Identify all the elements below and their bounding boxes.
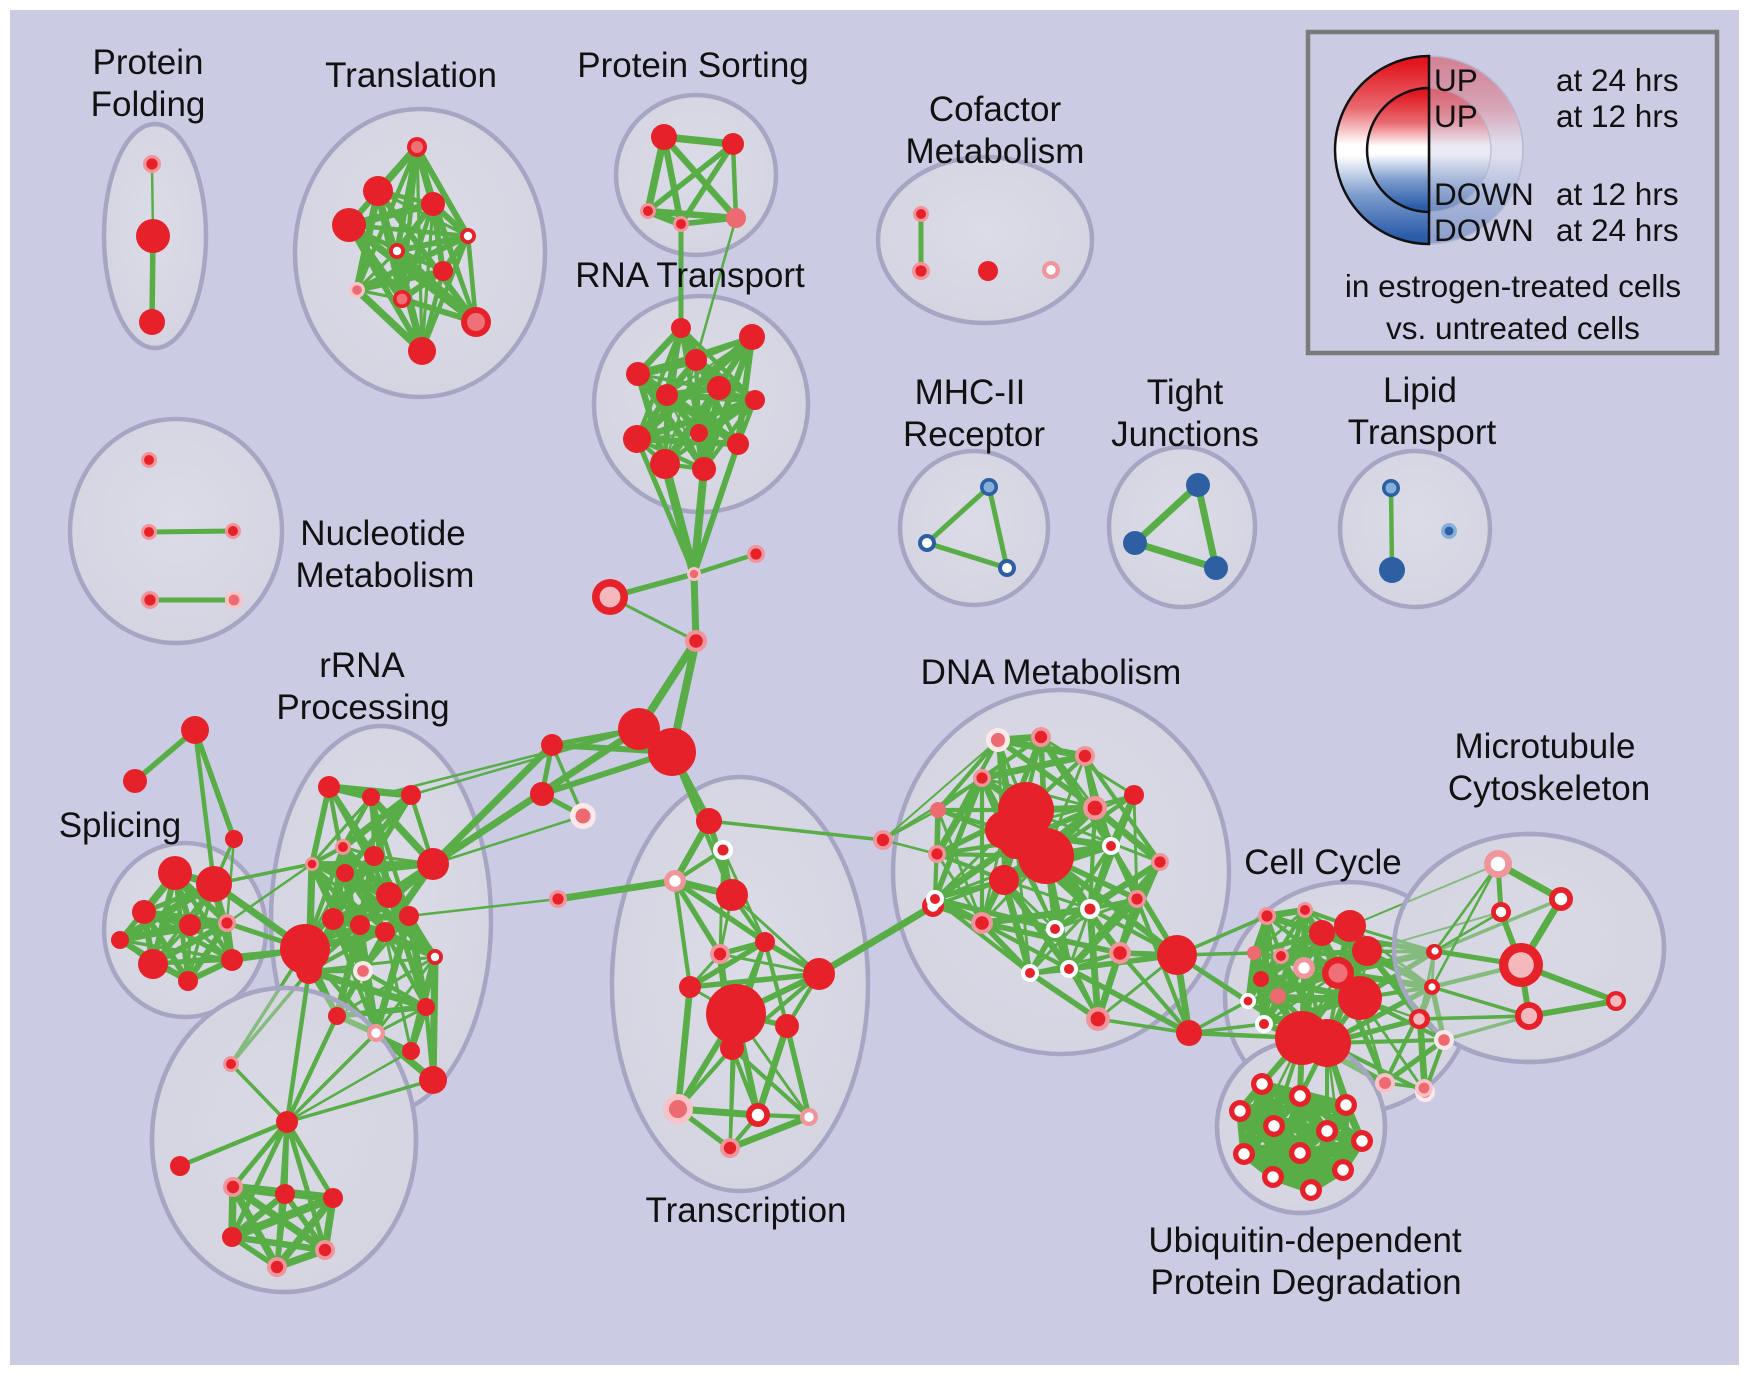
svg-text:DOWN: DOWN [1434, 212, 1534, 248]
svg-text:rRNA: rRNA [319, 646, 405, 685]
svg-text:UP: UP [1434, 62, 1478, 98]
svg-text:Cytoskeleton: Cytoskeleton [1448, 769, 1650, 808]
svg-text:Cell Cycle: Cell Cycle [1244, 843, 1402, 882]
svg-text:Receptor: Receptor [903, 415, 1045, 454]
svg-text:Processing: Processing [276, 688, 449, 727]
svg-text:vs. untreated cells: vs. untreated cells [1386, 310, 1640, 346]
svg-text:Transcription: Transcription [646, 1191, 847, 1230]
svg-text:Ubiquitin-dependent: Ubiquitin-dependent [1148, 1221, 1462, 1260]
svg-text:Transport: Transport [1348, 413, 1497, 452]
svg-text:Microtubule: Microtubule [1455, 727, 1636, 766]
svg-text:Tight: Tight [1147, 373, 1224, 412]
svg-text:at 12 hrs: at 12 hrs [1556, 98, 1679, 134]
svg-text:Protein: Protein [93, 43, 204, 82]
svg-text:Folding: Folding [91, 85, 206, 124]
svg-text:Translation: Translation [325, 56, 497, 95]
svg-text:Protein Degradation: Protein Degradation [1150, 1263, 1461, 1302]
svg-text:MHC-II: MHC-II [915, 373, 1026, 412]
svg-text:DNA Metabolism: DNA Metabolism [921, 653, 1182, 692]
svg-text:at 24 hrs: at 24 hrs [1556, 62, 1679, 98]
svg-text:Metabolism: Metabolism [906, 132, 1085, 171]
svg-text:Cofactor: Cofactor [929, 90, 1062, 129]
svg-text:Metabolism: Metabolism [296, 556, 475, 595]
svg-text:Junctions: Junctions [1111, 415, 1259, 454]
svg-text:at 12 hrs: at 12 hrs [1556, 176, 1679, 212]
svg-text:UP: UP [1434, 98, 1478, 134]
svg-text:Nucleotide: Nucleotide [300, 514, 465, 553]
svg-text:Splicing: Splicing [59, 806, 182, 845]
svg-text:DOWN: DOWN [1434, 176, 1534, 212]
svg-text:Protein Sorting: Protein Sorting [577, 46, 809, 85]
svg-text:at 24 hrs: at 24 hrs [1556, 212, 1679, 248]
svg-text:in estrogen-treated cells: in estrogen-treated cells [1345, 268, 1681, 304]
svg-text:Lipid: Lipid [1383, 371, 1457, 410]
svg-text:RNA Transport: RNA Transport [575, 256, 805, 295]
